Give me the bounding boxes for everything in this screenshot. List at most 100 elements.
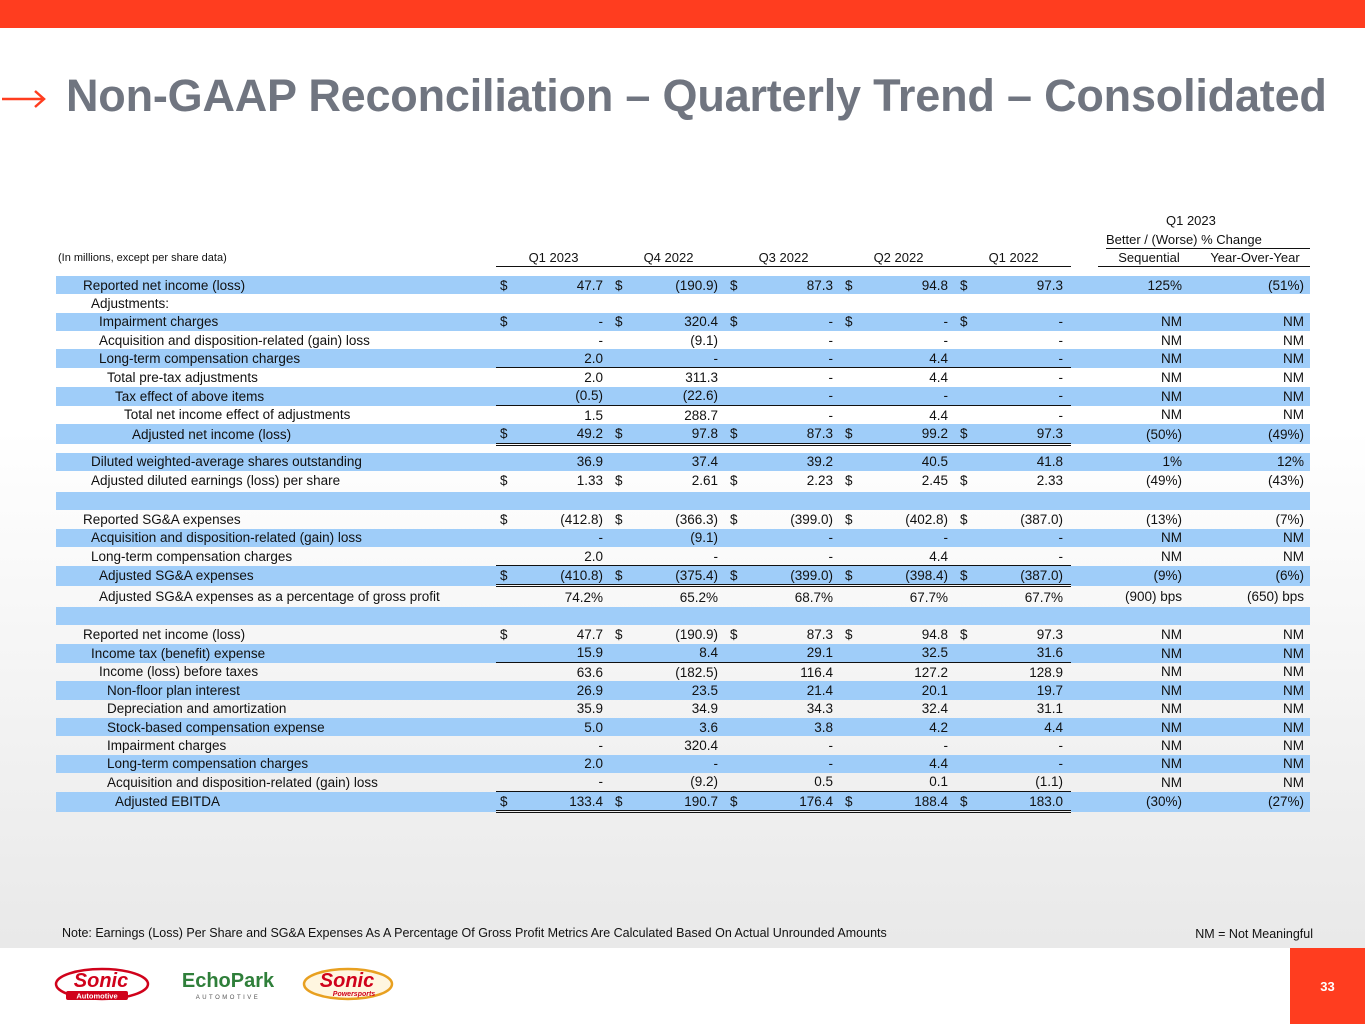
currency-symbol: $ xyxy=(726,791,746,814)
currency-symbol: $ xyxy=(956,791,976,814)
currency-symbol xyxy=(496,368,516,387)
currency-symbol xyxy=(496,406,516,425)
value-q1-2022: 31.6 xyxy=(976,643,1071,664)
value-sequential-change: NM xyxy=(1071,312,1188,331)
value-sequential-change: NM xyxy=(1071,681,1188,700)
value-sequential-change: NM xyxy=(1071,717,1188,737)
value-sequential-change: NM xyxy=(1161,332,1182,348)
currency-symbol: $ xyxy=(726,424,746,446)
value-q1-2023: 5.0 xyxy=(516,717,611,737)
value-q2-2022: 4.4 xyxy=(861,546,956,567)
currency-symbol xyxy=(956,772,976,793)
value-q1-2022 xyxy=(976,294,1071,312)
value-q3-2022: - xyxy=(746,546,841,567)
currency-symbol xyxy=(496,386,516,407)
value-q4-2022: 23.5 xyxy=(631,681,726,700)
value-year-over-year-change: NM xyxy=(1283,737,1304,753)
value-sequential-change: NM xyxy=(1071,754,1188,773)
row-label: Long-term compensation charges xyxy=(56,349,496,368)
value-q2-2022: 2.45 xyxy=(921,472,948,488)
currency-symbol xyxy=(496,663,516,682)
currency-symbol xyxy=(496,452,516,471)
value-q4-2022: 288.7 xyxy=(684,407,718,423)
change-group-year: Q1 2023 xyxy=(1166,213,1216,228)
currency-symbol: $ xyxy=(956,276,976,295)
top-accent-bar xyxy=(0,0,1365,28)
column-header-year-over-year: Year-Over-Year xyxy=(1200,250,1310,267)
currency-symbol: $ xyxy=(845,511,853,527)
currency-symbol: $ xyxy=(611,565,631,588)
value-q1-2023: 2.0 xyxy=(584,370,603,386)
currency-symbol xyxy=(841,663,861,682)
value-year-over-year-change: NM xyxy=(1188,349,1310,368)
currency-symbol xyxy=(956,717,976,737)
currency-symbol xyxy=(726,528,746,547)
row-label: Acquisition and disposition-related (gai… xyxy=(56,528,496,547)
value-year-over-year-change: NM xyxy=(1283,332,1304,348)
value-q3-2022: 0.5 xyxy=(746,772,841,793)
currency-symbol xyxy=(726,386,746,407)
value-q1-2022: - xyxy=(1058,407,1064,423)
value-q3-2022: - xyxy=(746,312,841,331)
value-q2-2022: 188.4 xyxy=(861,791,956,814)
currency-symbol xyxy=(496,736,516,754)
currency-symbol xyxy=(496,546,516,567)
value-q4-2022: 65.2% xyxy=(679,589,718,605)
value-q1-2022: 97.3 xyxy=(1036,627,1063,643)
svg-text:AUTOMOTIVE: AUTOMOTIVE xyxy=(196,995,261,1001)
value-q4-2022: 8.4 xyxy=(631,643,726,664)
currency-symbol: $ xyxy=(615,627,623,643)
value-sequential-change: (50%) xyxy=(1071,424,1188,445)
currency-symbol xyxy=(611,663,631,682)
currency-symbol: $ xyxy=(496,276,516,295)
value-q3-2022: - xyxy=(746,386,841,407)
currency-symbol: $ xyxy=(841,276,861,295)
value-q3-2022: - xyxy=(746,349,841,369)
value-year-over-year-change: NM xyxy=(1188,717,1310,737)
value-q4-2022: (9.1) xyxy=(631,528,726,547)
value-q2-2022: 4.4 xyxy=(929,370,948,386)
value-sequential-change xyxy=(1071,294,1188,312)
currency-symbol xyxy=(496,349,516,369)
currency-symbol xyxy=(496,681,516,700)
currency-symbol xyxy=(841,736,861,754)
value-sequential-change: 1% xyxy=(1071,452,1188,471)
row-label: Total pre-tax adjustments xyxy=(107,369,258,385)
value-sequential-change: (30%) xyxy=(1071,791,1188,812)
currency-symbol xyxy=(841,452,861,471)
table-row: Stock-based compensation expense 5.0 3.6 3.… xyxy=(56,717,1310,737)
value-q2-2022: 94.8 xyxy=(861,276,956,295)
value-q2-2022: 94.8 xyxy=(921,627,948,643)
value-q4-2022: (375.4) xyxy=(631,565,726,588)
currency-symbol: $ xyxy=(611,424,631,446)
value-q4-2022: 320.4 xyxy=(684,737,718,753)
currency-symbol: $ xyxy=(956,312,976,331)
row-label: Adjusted EBITDA xyxy=(56,791,496,812)
currency-symbol xyxy=(726,406,746,425)
echopark-logo: EchoPark AUTOMOTIVE xyxy=(182,968,275,1002)
currency-symbol xyxy=(956,663,976,682)
arrow-right-icon xyxy=(2,90,46,108)
currency-symbol xyxy=(841,681,861,700)
currency-symbol xyxy=(496,700,516,718)
table-row: Long-term compensation charges 2.0- -4.4- N… xyxy=(56,546,1310,567)
currency-symbol xyxy=(726,700,746,718)
currency-symbol xyxy=(956,681,976,700)
currency-symbol: $ xyxy=(615,511,623,527)
currency-symbol xyxy=(956,754,976,773)
value-q3-2022: - xyxy=(828,370,834,386)
value-sequential-change: (900) bps xyxy=(1124,589,1182,605)
row-label: Acquisition and disposition-related (gai… xyxy=(107,774,378,790)
table-row: Adjusted net income (loss) $49.2 $97.8 $87.… xyxy=(56,424,1310,446)
currency-symbol xyxy=(841,717,861,737)
currency-symbol xyxy=(611,331,631,349)
row-label: Adjustments: xyxy=(91,295,170,311)
table-row: Adjustments: xyxy=(56,294,1310,312)
table-row: Reported net income (loss) $47.7 $ (190.9) $… xyxy=(56,276,1310,295)
value-q4-2022: (182.5) xyxy=(675,664,718,680)
currency-symbol: $ xyxy=(960,627,968,643)
row-label: Non-floor plan interest xyxy=(56,681,496,700)
currency-symbol: $ xyxy=(841,424,861,446)
currency-symbol xyxy=(726,546,746,567)
value-year-over-year-change: NM xyxy=(1283,774,1304,790)
